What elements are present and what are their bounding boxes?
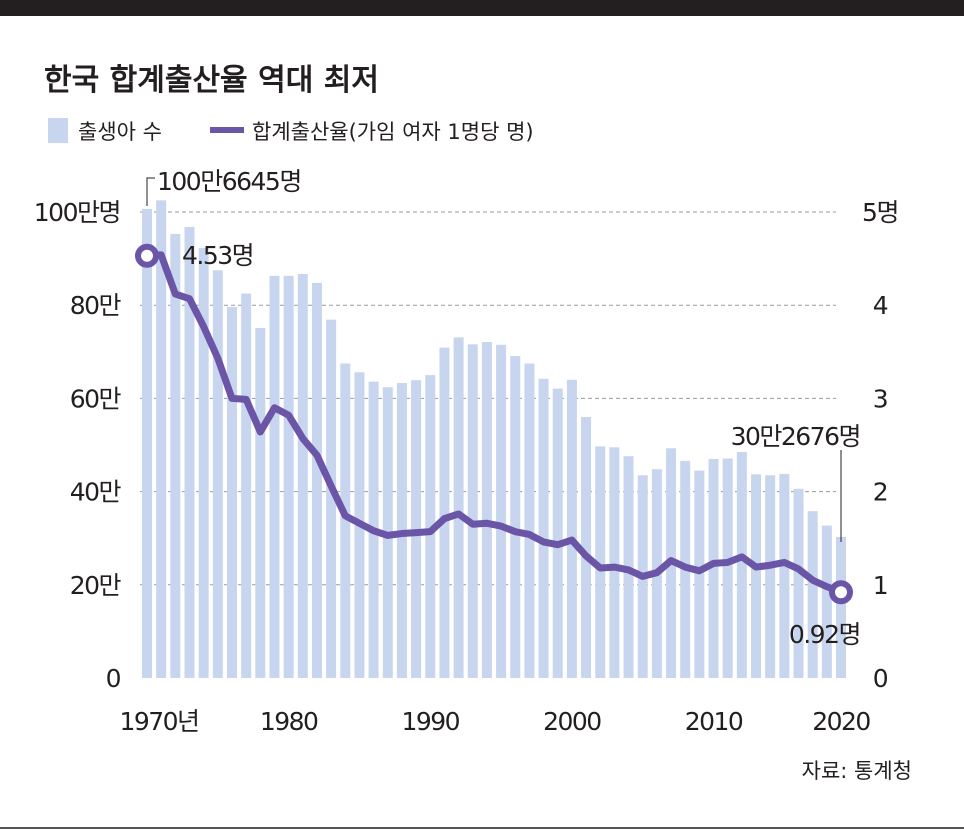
bar-1983 [326, 319, 337, 678]
bar-1992 [453, 337, 464, 678]
bar-1984 [340, 363, 351, 678]
bar-1997 [524, 363, 535, 678]
x-tick-label: 2000 [543, 707, 601, 736]
bar-2013 [751, 474, 762, 678]
chart-title: 한국 합계출산율 역대 최저 [44, 63, 379, 98]
bar-2000 [566, 379, 577, 678]
bar-2019 [836, 536, 846, 678]
fertility-rate-line [146, 251, 843, 596]
bar-1975 [212, 270, 223, 678]
last-rate-label: 0.92명 [789, 620, 860, 649]
bar-2015 [779, 473, 790, 678]
last-rate-marker [829, 580, 853, 605]
bar-1995 [496, 344, 507, 678]
bar-2012 [736, 451, 747, 678]
last-births-label: 30만2676명 [731, 422, 860, 451]
x-tick-label: 2020 [812, 707, 870, 736]
bar-2018 [821, 525, 832, 678]
bar-1999 [552, 388, 563, 678]
bar-1982 [311, 282, 322, 678]
x-tick-label: 2010 [685, 707, 743, 736]
first-births-leader [146, 177, 155, 206]
bar-1990 [425, 375, 436, 678]
x-tick-label: 1970년 [119, 707, 198, 736]
bar-2016 [793, 488, 804, 678]
top-band [0, 0, 964, 16]
x-tick-label: 1980 [260, 707, 318, 736]
bar-1971 [156, 200, 167, 678]
left-tick-label: 100만명 [34, 198, 120, 227]
right-tick-label: 3 [873, 384, 887, 413]
bar-1980 [283, 275, 294, 678]
left-tick-label: 0 [106, 664, 121, 693]
left-tick-label: 80만 [70, 291, 122, 320]
left-tick-label: 20만 [70, 571, 122, 600]
right-tick-label: 2 [873, 478, 887, 507]
right-tick-label: 4 [873, 291, 888, 320]
bar-1972 [170, 233, 181, 679]
bar-1973 [184, 226, 195, 679]
bar-1979 [269, 275, 280, 678]
bar-1976 [226, 307, 237, 678]
bar-1981 [297, 273, 308, 678]
first-rate-marker [135, 243, 159, 268]
bar-1998 [538, 378, 549, 678]
legend-line-swatch [210, 127, 244, 133]
bar-1993 [467, 344, 478, 678]
x-tick-label: 1990 [401, 707, 459, 736]
left-tick-label: 40만 [70, 478, 122, 507]
right-tick-label: 1 [873, 571, 887, 600]
legend-bars-swatch [48, 118, 68, 143]
first-births-label: 100만6645명 [157, 167, 301, 196]
bar-1978 [255, 328, 266, 678]
legend-line-label: 합계출산율(가임 여자 1명당 명) [252, 120, 534, 144]
legend-bars-label: 출생아 수 [78, 120, 162, 144]
bar-1996 [510, 355, 521, 678]
bar-2014 [765, 475, 776, 678]
bar-1994 [481, 342, 492, 678]
bar-1991 [439, 347, 450, 678]
bar-2002 [595, 446, 606, 678]
bar-2001 [581, 417, 592, 678]
bar-2011 [722, 458, 733, 678]
bar-1977 [241, 293, 252, 678]
left-tick-label: 60만 [70, 384, 122, 413]
bar-2003 [609, 447, 620, 678]
right-tick-label: 5명 [862, 198, 898, 227]
source-note: 자료: 통계청 [802, 759, 912, 783]
bar-1970 [142, 208, 152, 679]
bar-2010 [708, 458, 719, 678]
first-rate-label: 4.53명 [182, 241, 253, 270]
bottom-rule [0, 827, 964, 829]
bar-2017 [807, 511, 818, 678]
right-tick-label: 0 [873, 664, 888, 693]
bar-1974 [198, 247, 209, 678]
